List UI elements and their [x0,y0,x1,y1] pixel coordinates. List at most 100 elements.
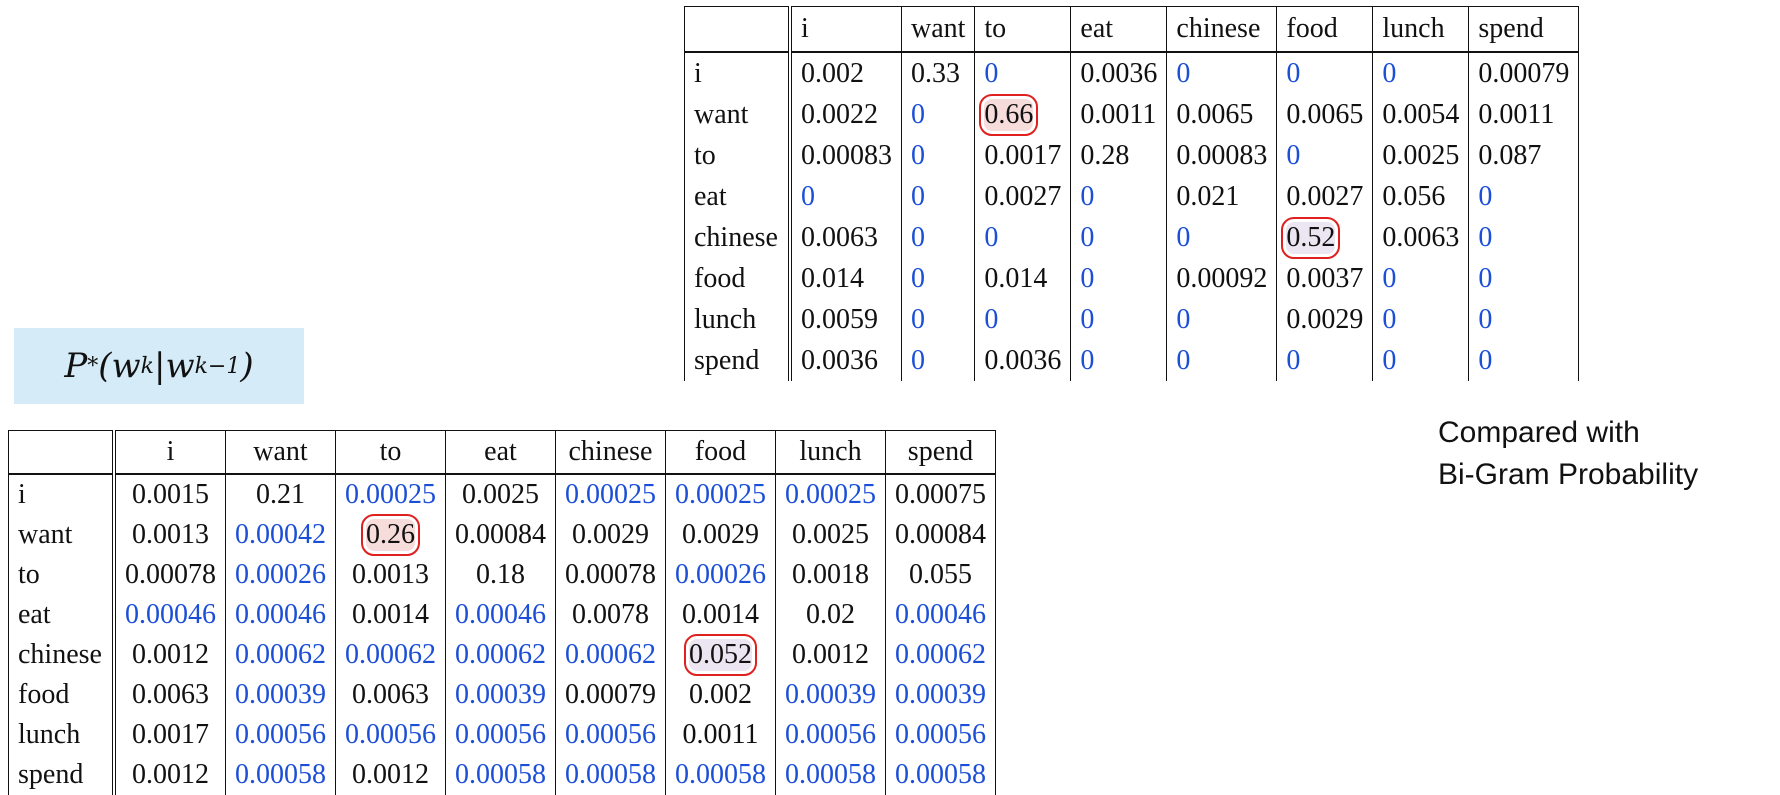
column-header: chinese [554,430,666,475]
table-cell: 0.0025 [444,474,556,515]
table-cell: 0.00025 [334,474,446,515]
table-row: eat 0.00046 0.00046 0.0014 0.00046 0.0078 0.00… [8,595,996,635]
column-header: spend [1468,6,1579,53]
formula-bar: | [154,346,166,386]
table-row: chinese 0.0063 0 0 0 0 0.52 0.0063 0 [684,216,1579,259]
table-cell: 0 [1372,52,1469,94]
table-cell: 0.00083 [1166,135,1277,176]
table-row: lunch 0.0017 0.00056 0.00056 0.00056 0.00056 0… [8,715,996,755]
table-cell: 0.00056 [224,715,336,755]
row-label: eat [8,595,116,635]
table-cell: 0.0027 [974,176,1071,217]
table-row: i 0.0015 0.21 0.00025 0.0025 0.00025 0.00025 0.… [8,474,996,515]
table-cell: 0.0054 [1372,94,1469,135]
table-cell: 0.00092 [1166,258,1277,299]
table-cell: 0.00079 [554,675,666,715]
table-cell: 0.66 [974,93,1071,136]
column-header: chinese [1166,6,1277,53]
table-cell: 0.014 [789,258,902,299]
table-cell: 0.00079 [1468,52,1579,94]
smoothed-bigram-table-top: i want to eat chinese food lunch spend i 0.002 0.3… [684,6,1580,381]
table-cell: 0.00058 [554,755,666,795]
table-cell: 0.00046 [444,595,556,635]
table-cell: 0 [1070,258,1167,299]
table-cell: 0 [1468,258,1579,299]
table-cell: 0.00025 [774,474,886,515]
row-label: i [8,474,116,515]
column-header: food [664,430,776,475]
table-cell: 0 [1468,340,1579,381]
table-cell: 0.00083 [789,135,902,176]
table-header-row: i want to eat chinese food lunch spend [8,430,996,475]
table-cell: 0.00046 [113,595,226,635]
table-cell: 0 [1276,52,1373,94]
table-row: i 0.002 0.33 0 0.0036 0 0 0 0.00079 [684,52,1579,94]
table-cell: 0.52 [1276,216,1373,259]
table-cell: 0.02 [774,595,886,635]
table-cell: 0.0065 [1166,94,1277,135]
table-cell: 0.0029 [1276,299,1373,340]
table-cell: 0 [1468,176,1579,217]
table-cell: 0 [900,217,975,258]
table-cell: 0.00039 [884,675,996,715]
table-cell: 0 [1070,340,1167,381]
column-header: to [974,6,1071,53]
table-cell: 0 [1166,217,1277,258]
table-cell: 0.00058 [884,755,996,795]
table-cell: 0.052 [664,634,776,676]
table-cell: 0.0037 [1276,258,1373,299]
table-cell: 0 [900,176,975,217]
table-cell: 0.0063 [789,217,902,258]
table-cell: 0.0036 [974,340,1071,381]
row-label: chinese [8,635,116,675]
row-label: spend [8,755,116,795]
table-cell: 0.0012 [774,635,886,675]
table-row: want 0.0013 0.00042 0.26 0.00084 0.0029 0.0029… [8,514,996,556]
row-label: eat [684,176,792,217]
table-cell: 0.0011 [1468,94,1579,135]
table-cell: 0 [1468,217,1579,258]
table-cell: 0.0025 [1372,135,1469,176]
corner-cell [8,430,116,475]
column-header: i [113,430,226,475]
table-cell: 0.00026 [664,555,776,595]
table-cell: 0.056 [1372,176,1469,217]
table-cell: 0.002 [789,52,902,94]
table-cell: 0.0014 [664,595,776,635]
table-cell: 0 [1372,258,1469,299]
table-cell: 0.0078 [554,595,666,635]
table-cell: 0.00062 [444,635,556,675]
highlighted-value: 0.66 [979,93,1039,136]
table-cell: 0.0063 [1372,217,1469,258]
row-label: lunch [8,715,116,755]
table-cell: 0.00056 [554,715,666,755]
table-row: spend 0.0036 0 0.0036 0 0 0 0 0 [684,340,1579,381]
table-cell: 0.00075 [884,474,996,515]
table-row: lunch 0.0059 0 0 0 0 0.0029 0 0 [684,299,1579,340]
column-header: lunch [1372,6,1469,53]
table-row: chinese 0.0012 0.00062 0.00062 0.00062 0.0006… [8,634,996,676]
table-cell: 0.0018 [774,555,886,595]
table-cell: 0 [974,299,1071,340]
table-cell: 0.0029 [554,515,666,555]
column-header: to [334,430,446,475]
table-cell: 0.0027 [1276,176,1373,217]
table-cell: 0 [1070,299,1167,340]
table-cell: 0.0036 [789,340,902,381]
table-cell: 0.00062 [884,635,996,675]
table-cell: 0.0013 [334,555,446,595]
table-cell: 0.00056 [444,715,556,755]
table-cell: 0.0036 [1070,52,1167,94]
table-cell: 0.0063 [113,675,226,715]
table-cell: 0.0017 [113,715,226,755]
table-cell: 0.00062 [334,635,446,675]
table-row: want 0.0022 0 0.66 0.0011 0.0065 0.0065 0.0054 0… [684,93,1579,136]
formula-star: * [87,353,99,379]
column-header: spend [884,430,996,475]
table-cell: 0 [1468,299,1579,340]
table-cell: 0.0013 [113,515,226,555]
table-cell: 0.0065 [1276,94,1373,135]
table-row: to 0.00083 0 0.0017 0.28 0.00083 0 0.0025 0.087 [684,135,1579,176]
table-row: eat 0 0 0.0027 0 0.021 0.0027 0.056 0 [684,176,1579,217]
table-cell: 0.00062 [554,635,666,675]
